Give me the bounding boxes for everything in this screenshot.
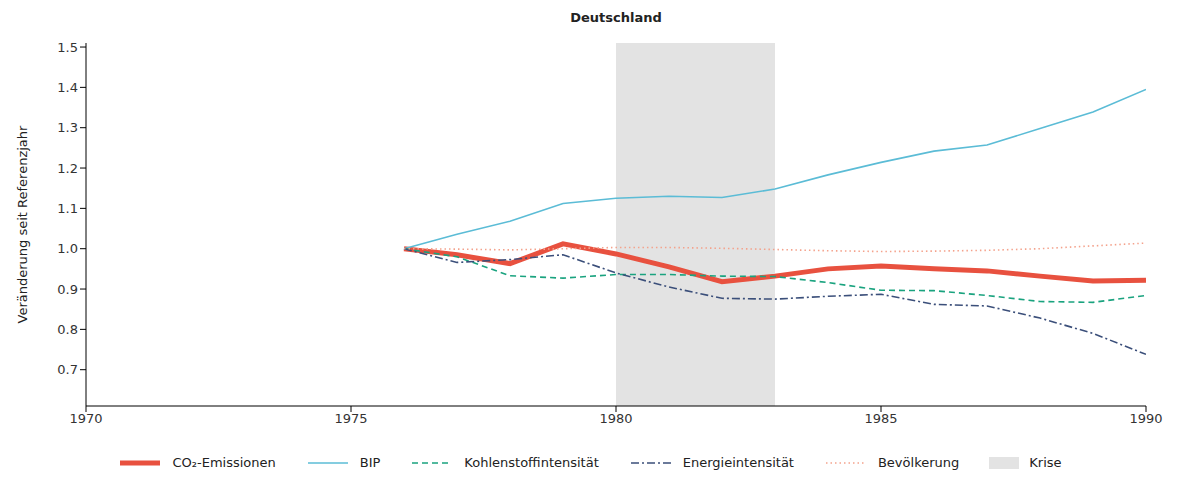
- svg-text:1.3: 1.3: [57, 120, 78, 135]
- svg-text:0.8: 0.8: [57, 322, 78, 337]
- svg-text:1.2: 1.2: [57, 161, 78, 176]
- html-text:Kohlenstoffintensität: Kohlenstoffintensität: [464, 455, 599, 470]
- svg-text:1985: 1985: [864, 411, 897, 426]
- svg-text:1970: 1970: [69, 411, 102, 426]
- svg-text:0.7: 0.7: [57, 362, 78, 377]
- svg-text:Veränderung seit Referenzjahr: Veränderung seit Referenzjahr: [15, 125, 30, 323]
- svg-text:1975: 1975: [334, 411, 367, 426]
- html-text:Krise: Krise: [1029, 455, 1062, 470]
- html-text:Energieintensität: Energieintensität: [682, 455, 794, 470]
- svg-text:1.5: 1.5: [57, 40, 78, 55]
- svg-text:1980: 1980: [599, 411, 632, 426]
- html-text:CO₂-Emissionen: CO₂-Emissionen: [172, 455, 276, 470]
- svg-text:1.1: 1.1: [57, 201, 78, 216]
- svg-text:1.4: 1.4: [57, 80, 78, 95]
- html-text:Deutschland: Deutschland: [570, 10, 662, 25]
- svg-text:1990: 1990: [1129, 411, 1162, 426]
- html-text:BIP: BIP: [359, 455, 381, 470]
- html-text:Bevölkerung: Bevölkerung: [878, 455, 960, 470]
- svg-text:0.9: 0.9: [57, 282, 78, 297]
- svg-text:1.0: 1.0: [57, 241, 78, 256]
